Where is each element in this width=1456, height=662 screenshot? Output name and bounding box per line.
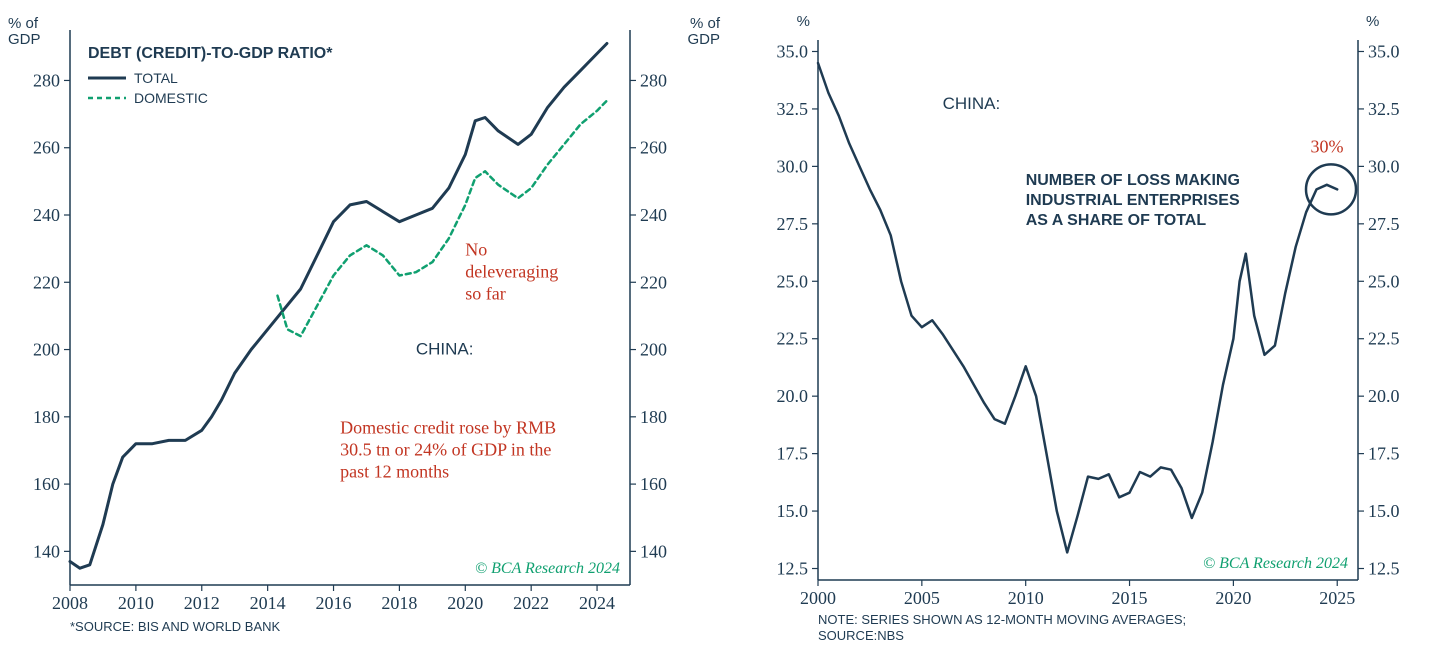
xtick-label: 2016 xyxy=(316,593,352,613)
ytick-label: 140 xyxy=(33,541,60,561)
ytick-label: 30.0 xyxy=(1368,156,1400,176)
ytick-label: 160 xyxy=(640,474,667,494)
y-axis-title: % xyxy=(797,13,810,30)
y-axis-title: % xyxy=(1366,13,1379,30)
callout-label: 30% xyxy=(1311,136,1344,156)
xtick-label: 2005 xyxy=(904,588,940,608)
chart-title: DEBT (CREDIT)-TO-GDP RATIO* xyxy=(88,45,333,62)
legend-label: TOTAL xyxy=(134,70,178,86)
ytick-label: 200 xyxy=(640,340,667,360)
ytick-label: 12.5 xyxy=(777,559,809,579)
ytick-label: 180 xyxy=(640,407,667,427)
annotation-no-delev: No xyxy=(465,239,487,259)
left-chart-svg: % ofGDP % ofGDP 140 140 160 160 180 180 200 200 22… xyxy=(0,0,728,662)
ytick-label: 35.0 xyxy=(1368,41,1400,61)
right-chart-panel: %% 12.5 12.5 15.0 15.0 17.5 17.5 20.0 20.0 22.5 22… xyxy=(728,0,1456,662)
xtick-label: 2020 xyxy=(1215,588,1251,608)
note: SOURCE:NBS xyxy=(818,628,904,643)
ytick-label: 220 xyxy=(33,272,60,292)
note: NOTE: SERIES SHOWN AS 12-MONTH MOVING AV… xyxy=(818,612,1186,627)
ytick-label: 180 xyxy=(33,407,60,427)
callout-circle xyxy=(1306,164,1356,214)
xtick-label: 2018 xyxy=(381,593,417,613)
ytick-label: 200 xyxy=(33,340,60,360)
y-axis-title: % ofGDP xyxy=(8,15,41,48)
subtitle: AS A SHARE OF TOTAL xyxy=(1026,212,1207,229)
ytick-label: 27.5 xyxy=(777,214,809,234)
xtick-label: 2025 xyxy=(1319,588,1355,608)
china-label: CHINA: xyxy=(416,340,474,359)
annotation-no-delev: deleveraging xyxy=(465,261,558,281)
ytick-label: 17.5 xyxy=(777,444,809,464)
ytick-label: 140 xyxy=(640,541,667,561)
ytick-label: 220 xyxy=(640,272,667,292)
xtick-label: 2020 xyxy=(447,593,483,613)
ytick-label: 27.5 xyxy=(1368,214,1400,234)
xtick-label: 2022 xyxy=(513,593,549,613)
ytick-label: 12.5 xyxy=(1368,559,1400,579)
annotation-no-delev: so far xyxy=(465,283,505,303)
source-note: *SOURCE: BIS AND WORLD BANK xyxy=(70,619,281,634)
ytick-label: 32.5 xyxy=(1368,99,1400,119)
annotation-credit: Domestic credit rose by RMB xyxy=(340,418,556,438)
xtick-label: 2008 xyxy=(52,593,88,613)
ytick-label: 260 xyxy=(33,138,60,158)
y-axis-title: % ofGDP xyxy=(687,15,720,48)
ytick-label: 32.5 xyxy=(777,99,809,119)
ytick-label: 25.0 xyxy=(1368,271,1400,291)
ytick-label: 25.0 xyxy=(777,271,809,291)
xtick-label: 2010 xyxy=(1008,588,1044,608)
left-chart-panel: % ofGDP % ofGDP 140 140 160 160 180 180 200 200 22… xyxy=(0,0,728,662)
ytick-label: 15.0 xyxy=(777,501,809,521)
xtick-label: 2010 xyxy=(118,593,154,613)
xtick-label: 2014 xyxy=(250,593,286,613)
xtick-label: 2000 xyxy=(800,588,836,608)
subtitle: INDUSTRIAL ENTERPRISES xyxy=(1026,192,1240,209)
annotation-credit: 30.5 tn or 24% of GDP in the xyxy=(340,440,551,460)
ytick-label: 160 xyxy=(33,474,60,494)
right-chart-svg: %% 12.5 12.5 15.0 15.0 17.5 17.5 20.0 20.0 22.5 22… xyxy=(728,0,1456,662)
ytick-label: 240 xyxy=(640,205,667,225)
ytick-label: 30.0 xyxy=(777,156,809,176)
annotation-credit: past 12 months xyxy=(340,462,449,482)
china-label: CHINA: xyxy=(943,94,1001,113)
ytick-label: 20.0 xyxy=(1368,386,1400,406)
ytick-label: 280 xyxy=(640,70,667,90)
figure-wrap: % ofGDP % ofGDP 140 140 160 160 180 180 200 200 22… xyxy=(0,0,1456,662)
copyright: © BCA Research 2024 xyxy=(1203,555,1348,572)
subtitle: NUMBER OF LOSS MAKING xyxy=(1026,172,1240,189)
ytick-label: 15.0 xyxy=(1368,501,1400,521)
series-loss-share xyxy=(818,63,1337,552)
xtick-label: 2015 xyxy=(1112,588,1148,608)
series-total xyxy=(70,44,607,569)
ytick-label: 17.5 xyxy=(1368,444,1400,464)
xtick-label: 2024 xyxy=(579,593,615,613)
ytick-label: 280 xyxy=(33,70,60,90)
ytick-label: 240 xyxy=(33,205,60,225)
ytick-label: 35.0 xyxy=(777,41,809,61)
ytick-label: 260 xyxy=(640,138,667,158)
legend-label: DOMESTIC xyxy=(134,90,208,106)
copyright: © BCA Research 2024 xyxy=(475,560,620,577)
series-domestic xyxy=(278,101,607,337)
ytick-label: 22.5 xyxy=(777,329,809,349)
ytick-label: 20.0 xyxy=(777,386,809,406)
xtick-label: 2012 xyxy=(184,593,220,613)
ytick-label: 22.5 xyxy=(1368,329,1400,349)
